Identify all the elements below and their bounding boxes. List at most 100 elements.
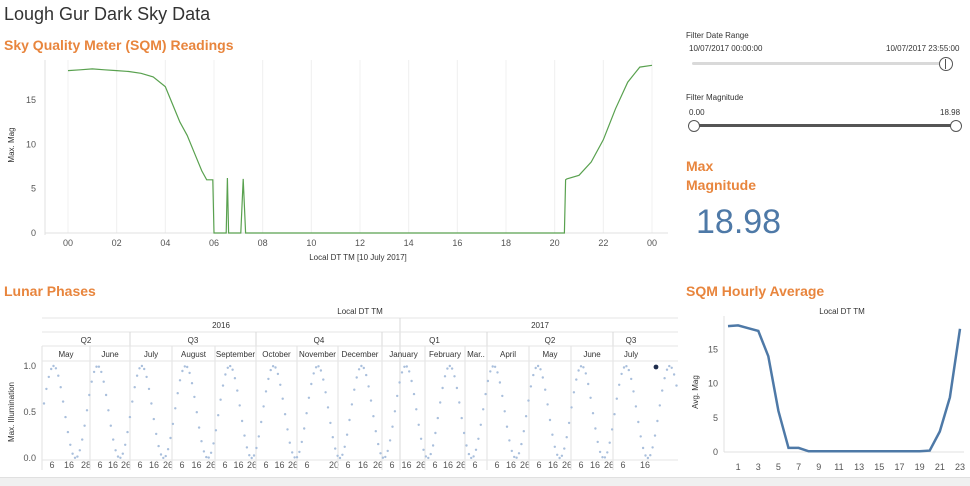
lunar-point <box>274 366 277 369</box>
lunar-point <box>207 456 210 459</box>
lunar-point <box>159 453 163 456</box>
lunar-point <box>353 388 356 391</box>
lunar-point <box>212 442 215 445</box>
lunar-point <box>326 406 330 409</box>
lunar-month-label: December <box>342 350 379 359</box>
lunar-point <box>71 452 74 455</box>
magnitude-filter-label: Filter Magnitude <box>686 93 744 102</box>
date-range-end: 10/07/2017 23:55:00 <box>886 44 960 53</box>
lunar-point <box>594 427 597 430</box>
lunar-point <box>534 366 537 370</box>
lunar-point <box>88 393 91 397</box>
lunar-point <box>622 366 626 369</box>
magnitude-slider-min-handle[interactable] <box>688 120 700 132</box>
magnitude-slider-max-handle[interactable] <box>950 120 962 132</box>
lunar-point <box>479 423 482 426</box>
lunar-point <box>668 364 671 368</box>
sqm-y-tick: 10 <box>26 139 36 149</box>
lunar-point <box>226 366 229 369</box>
lunar-point <box>360 364 363 368</box>
lunar-month-label: November <box>299 350 336 359</box>
max-magnitude-value: 18.98 <box>696 203 782 241</box>
lunar-point <box>305 412 308 415</box>
lunar-point <box>341 453 344 456</box>
lunar-point <box>255 446 258 450</box>
lunar-selected-point <box>653 364 659 370</box>
lunar-day-tick: 16 <box>108 460 118 470</box>
lunar-point <box>632 390 635 393</box>
lunar-point <box>527 399 530 402</box>
bottom-scroll-bar[interactable] <box>0 477 970 486</box>
lunar-point <box>374 430 377 433</box>
lunar-quarter: Q4 <box>314 336 325 345</box>
lunar-quarter: Q2 <box>81 336 92 345</box>
lunar-point <box>250 456 253 460</box>
lunar-day-tick: 26 <box>121 460 131 470</box>
lunar-point <box>429 452 432 456</box>
lunar-point <box>85 409 89 412</box>
lunar-point <box>391 425 394 428</box>
lunar-point <box>197 426 201 429</box>
lunar-point <box>551 433 554 436</box>
lunar-point <box>436 416 439 420</box>
sqm-y-tick: 15 <box>26 95 36 105</box>
lunar-point <box>412 392 416 396</box>
lunar-point <box>639 435 642 438</box>
lunar-point <box>66 430 70 434</box>
lunar-point <box>672 373 676 376</box>
dashboard-title: Lough Gur Dark Sky Data <box>4 4 211 24</box>
lunar-point <box>381 456 385 459</box>
lunar-point <box>307 396 311 399</box>
lunar-point <box>653 434 657 437</box>
lunar-day-tick: 16 <box>233 460 243 470</box>
lunar-point <box>238 404 241 407</box>
hourly-x-tick: 3 <box>756 462 761 472</box>
lunar-point <box>334 447 337 450</box>
lunar-point <box>57 374 60 377</box>
date-range-slider-track[interactable] <box>692 62 952 65</box>
lunar-point <box>345 433 349 436</box>
lunar-point <box>195 411 198 414</box>
lunar-point <box>183 365 186 368</box>
lunar-point <box>522 430 525 433</box>
lunar-point <box>403 365 406 368</box>
lunar-point <box>556 453 559 456</box>
lunar-point <box>140 364 144 368</box>
hourly-x-tick: 13 <box>854 462 864 472</box>
lunar-point <box>372 415 375 418</box>
lunar-point <box>121 452 125 455</box>
max-magnitude-title-line1: Max <box>686 158 714 174</box>
lunar-quarter: Q1 <box>429 336 440 345</box>
lunar-point <box>162 456 165 460</box>
lunar-point <box>384 455 387 459</box>
sqm-x-tick: 00 <box>63 238 73 248</box>
lunar-point <box>441 386 444 390</box>
lunar-point <box>400 371 404 374</box>
lunar-point <box>112 438 115 441</box>
date-range-slider-handle[interactable] <box>939 57 953 71</box>
lunar-day-tick: 6 <box>137 460 142 470</box>
lunar-point <box>69 443 72 446</box>
lunar-month-label: July <box>624 350 638 359</box>
lunar-month-label: April <box>500 350 516 359</box>
lunar-month-label: May <box>58 350 73 359</box>
lunar-point <box>147 387 151 391</box>
lunar-point <box>634 405 638 408</box>
lunar-point <box>670 366 673 369</box>
hourly-x-tick: 23 <box>955 462 965 472</box>
lunar-point <box>152 417 155 421</box>
lunar-point <box>190 382 194 385</box>
magnitude-max: 18.98 <box>940 108 961 117</box>
lunar-point <box>520 442 523 446</box>
hourly-x-tick: 17 <box>894 462 904 472</box>
lunar-point <box>171 422 175 426</box>
lunar-point <box>529 385 533 388</box>
magnitude-slider-track[interactable] <box>692 124 954 127</box>
lunar-point <box>240 419 244 423</box>
lunar-point <box>508 439 511 442</box>
sqm-y-tick: 5 <box>31 184 36 194</box>
lunar-point <box>427 456 430 460</box>
lunar-day-tick: 26 <box>520 460 530 470</box>
